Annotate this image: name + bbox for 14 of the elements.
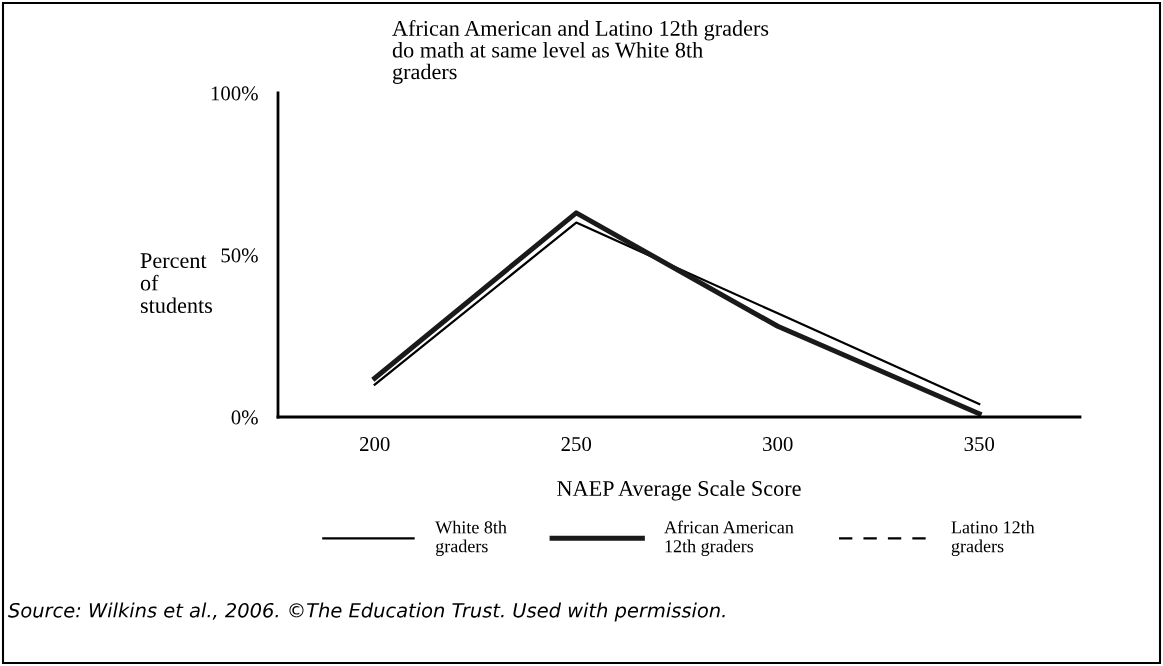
x-tick-label: 250 xyxy=(561,437,592,452)
x-tick-label: 350 xyxy=(964,437,995,452)
legend-label: African American 12th graders xyxy=(664,520,794,557)
y-axis-title: Percent of students xyxy=(140,253,213,314)
y-tick-label: 0% xyxy=(231,410,258,425)
source-note: Source: Wilkins et al., 2006. ©The Education Trust. Used with permission. xyxy=(8,602,725,622)
x-tick-label: 300 xyxy=(763,437,793,452)
x-axis-title: NAEP Average Scale Score xyxy=(557,480,801,501)
legend-label: Latino 12th graders xyxy=(951,520,1035,557)
y-tick-label: 100% xyxy=(211,86,258,101)
legend-label: White 8th graders xyxy=(435,520,507,557)
chart-title: African American and Latino 12th graders do math at same level as White 8th graders xyxy=(392,20,769,84)
y-tick-label: 50% xyxy=(221,248,258,263)
x-tick-label: 200 xyxy=(360,437,390,452)
